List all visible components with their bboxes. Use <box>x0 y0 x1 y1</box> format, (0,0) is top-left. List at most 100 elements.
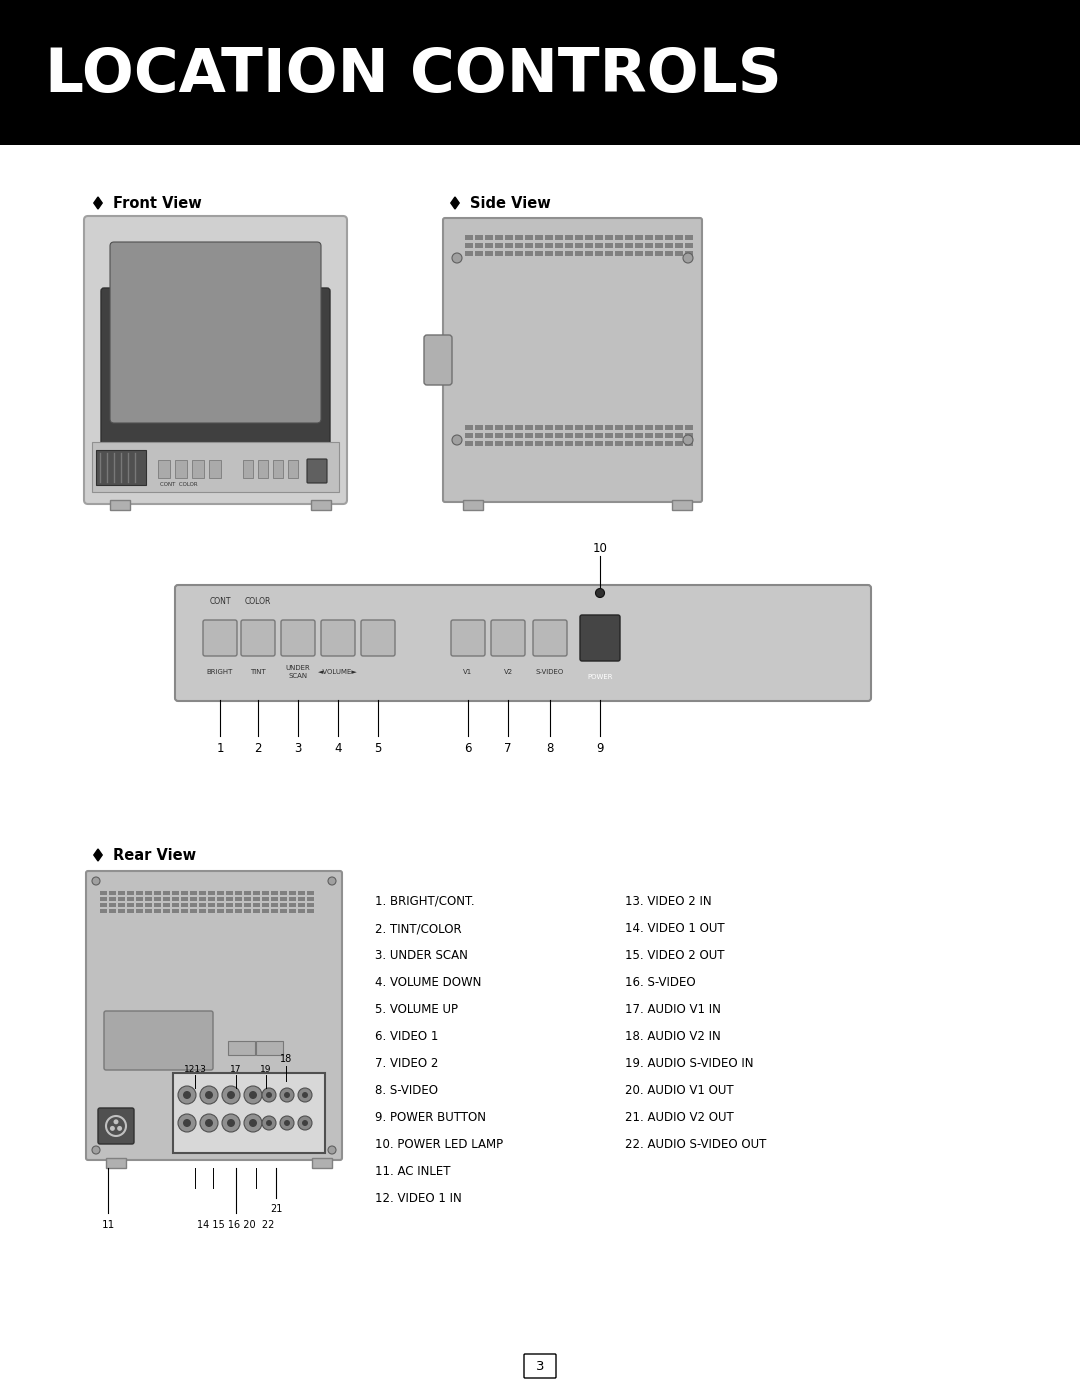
Bar <box>262 897 269 901</box>
Bar <box>92 441 339 492</box>
Circle shape <box>244 1113 262 1132</box>
Bar <box>163 909 170 914</box>
Bar <box>575 235 583 240</box>
Text: 13. VIDEO 2 IN: 13. VIDEO 2 IN <box>625 895 712 908</box>
Bar <box>535 251 543 256</box>
Bar <box>625 243 633 249</box>
Circle shape <box>200 1085 218 1104</box>
Bar <box>535 235 543 240</box>
Bar <box>565 251 573 256</box>
Bar <box>226 909 233 914</box>
Bar <box>118 897 125 901</box>
Text: 16. S-VIDEO: 16. S-VIDEO <box>625 977 696 989</box>
Bar <box>675 251 683 256</box>
Bar <box>615 441 623 446</box>
Bar <box>555 243 563 249</box>
Bar <box>665 235 673 240</box>
Text: 1. BRIGHT/CONT.: 1. BRIGHT/CONT. <box>375 895 474 908</box>
Circle shape <box>113 1119 119 1125</box>
Bar <box>605 425 613 430</box>
FancyBboxPatch shape <box>424 335 453 386</box>
Circle shape <box>92 877 100 886</box>
Bar <box>515 243 523 249</box>
Text: 3: 3 <box>295 742 301 754</box>
Bar <box>262 902 269 907</box>
Bar <box>288 460 298 478</box>
Bar <box>525 425 534 430</box>
Bar <box>253 891 260 895</box>
Bar <box>585 251 593 256</box>
Text: 21. AUDIO V2 OUT: 21. AUDIO V2 OUT <box>625 1111 733 1125</box>
FancyBboxPatch shape <box>491 620 525 657</box>
Bar <box>625 235 633 240</box>
Text: CONT  COLOR: CONT COLOR <box>160 482 198 486</box>
Bar <box>515 251 523 256</box>
Bar <box>515 235 523 240</box>
Bar <box>555 251 563 256</box>
Bar <box>226 902 233 907</box>
Bar <box>145 902 152 907</box>
Text: Rear View: Rear View <box>113 848 197 862</box>
Circle shape <box>183 1119 191 1127</box>
Text: 4. VOLUME DOWN: 4. VOLUME DOWN <box>375 977 482 989</box>
Bar <box>289 909 296 914</box>
Bar <box>485 441 492 446</box>
FancyBboxPatch shape <box>281 620 315 657</box>
Bar <box>675 235 683 240</box>
Bar <box>635 441 643 446</box>
Bar <box>145 897 152 901</box>
Circle shape <box>92 1146 100 1154</box>
Bar <box>654 243 663 249</box>
Bar <box>595 441 603 446</box>
FancyBboxPatch shape <box>534 620 567 657</box>
Bar <box>575 243 583 249</box>
Bar <box>495 235 503 240</box>
Polygon shape <box>450 197 459 210</box>
Bar <box>158 460 170 478</box>
Bar <box>289 902 296 907</box>
Bar <box>495 433 503 439</box>
Text: 14 15 16 20  22: 14 15 16 20 22 <box>198 1220 274 1229</box>
Bar <box>190 891 197 895</box>
Bar <box>585 433 593 439</box>
Circle shape <box>249 1091 257 1099</box>
Text: 11: 11 <box>102 1220 114 1229</box>
Bar <box>217 909 224 914</box>
Text: 14. VIDEO 1 OUT: 14. VIDEO 1 OUT <box>625 922 725 935</box>
Bar <box>136 909 143 914</box>
Bar <box>635 243 643 249</box>
Bar <box>485 235 492 240</box>
Bar <box>605 441 613 446</box>
Bar <box>645 235 653 240</box>
FancyBboxPatch shape <box>104 1011 213 1070</box>
Bar <box>654 251 663 256</box>
Bar <box>235 909 242 914</box>
Bar <box>635 251 643 256</box>
FancyBboxPatch shape <box>443 218 702 502</box>
Bar <box>645 243 653 249</box>
Bar <box>243 460 253 478</box>
Bar <box>545 433 553 439</box>
Bar <box>665 251 673 256</box>
Bar <box>172 891 179 895</box>
Bar <box>645 251 653 256</box>
Bar <box>545 425 553 430</box>
Bar <box>685 243 693 249</box>
Bar <box>575 251 583 256</box>
Bar <box>654 433 663 439</box>
Bar <box>235 897 242 901</box>
Bar <box>127 897 134 901</box>
Bar <box>199 897 206 901</box>
Text: 21: 21 <box>270 1204 282 1214</box>
Bar <box>485 433 492 439</box>
Circle shape <box>262 1088 276 1102</box>
Bar <box>475 251 483 256</box>
Bar <box>208 909 215 914</box>
Bar <box>555 235 563 240</box>
Bar <box>615 243 623 249</box>
Bar <box>190 909 197 914</box>
Bar <box>289 897 296 901</box>
Bar <box>505 425 513 430</box>
Bar <box>154 891 161 895</box>
Circle shape <box>266 1120 272 1126</box>
